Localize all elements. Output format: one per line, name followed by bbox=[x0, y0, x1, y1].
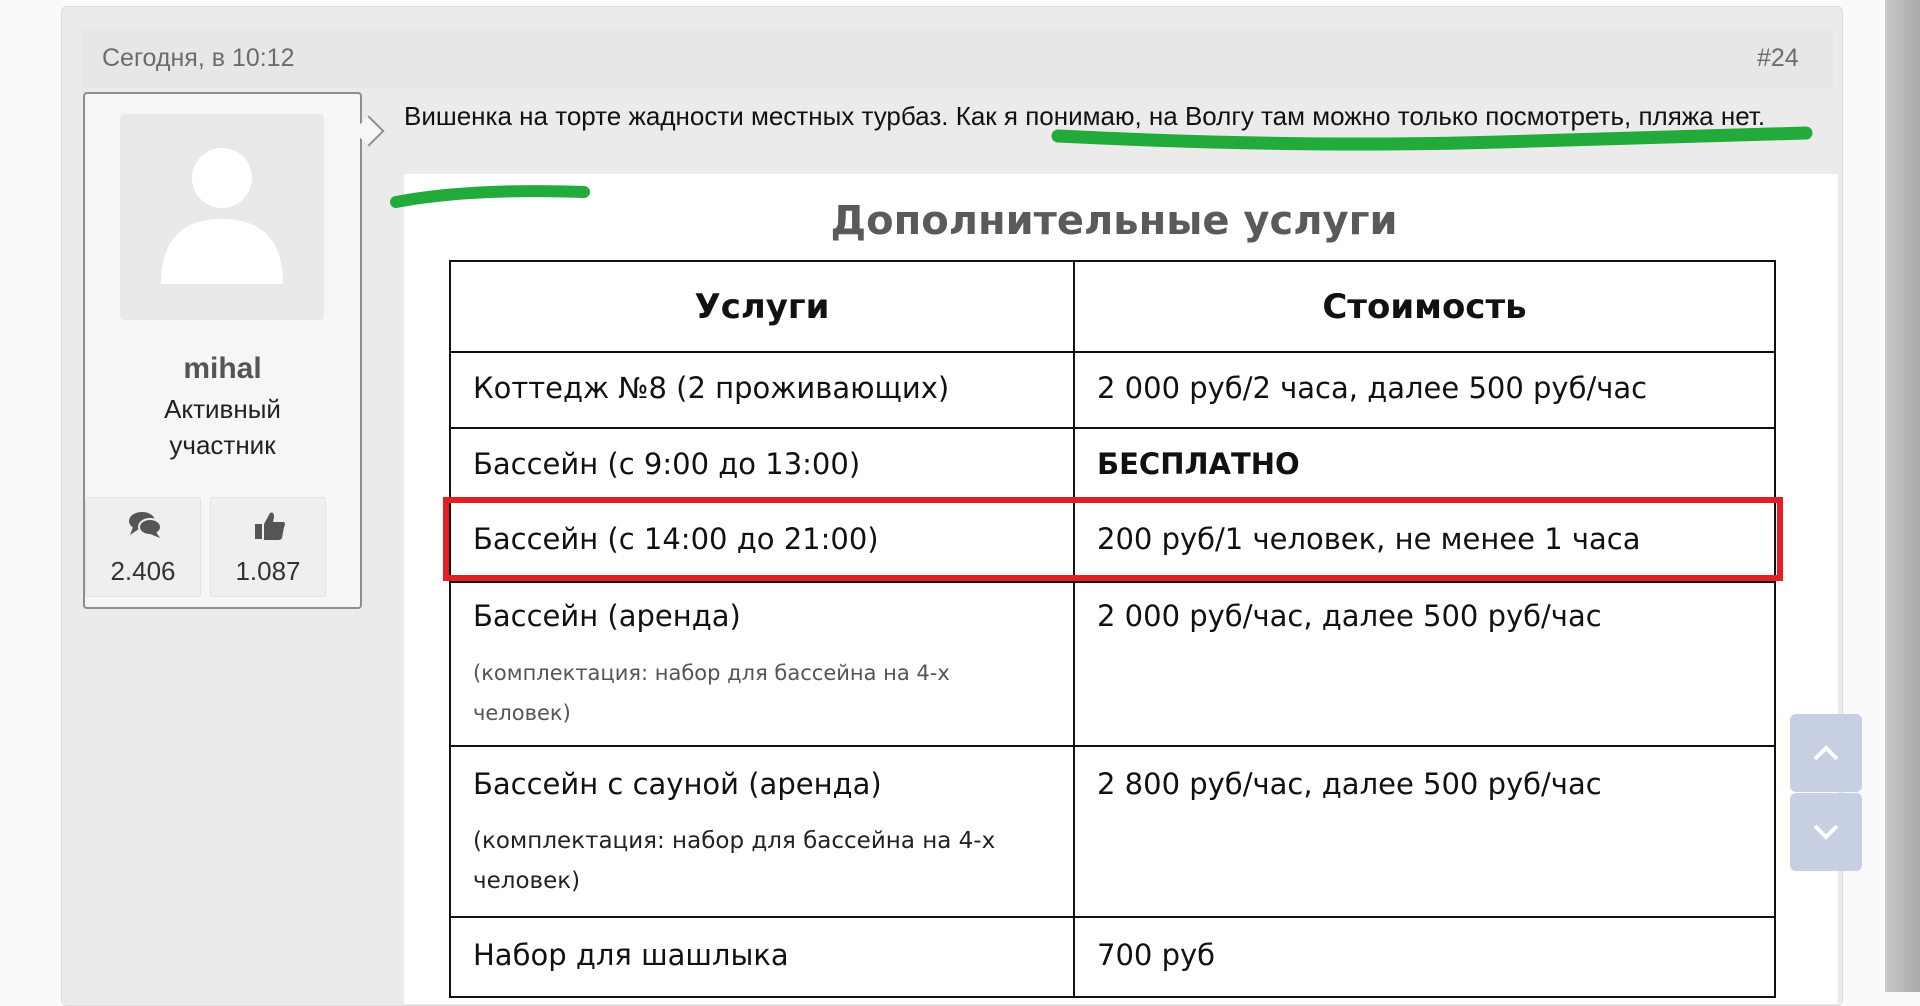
service-cell: Бассейн с сауной (аренда) (комплектация: … bbox=[449, 745, 1075, 918]
service-note: (комплектация: набор для бассейна на 4-х… bbox=[473, 828, 996, 894]
post-header bbox=[83, 30, 1833, 88]
red-highlight-box bbox=[443, 497, 1783, 581]
price-cell: 700 руб bbox=[1073, 916, 1776, 998]
attached-image[interactable]: Дополнительные услуги Услуги Стоимость К… bbox=[404, 174, 1838, 1004]
page-edge bbox=[1885, 0, 1920, 992]
service-cell: Бассейн (аренда) (комплектация: набор для… bbox=[449, 581, 1075, 747]
likes-count: 1.087 bbox=[235, 556, 301, 586]
thumbs-up-icon bbox=[255, 512, 285, 540]
chevron-down-icon bbox=[1813, 824, 1839, 840]
table-row: Бассейн (аренда) (комплектация: набор для… bbox=[449, 581, 1776, 747]
table-row: Бассейн с сауной (аренда) (комплектация: … bbox=[449, 745, 1776, 918]
price-cell: 2 800 руб/час, далее 500 руб/час bbox=[1073, 745, 1776, 918]
service-name: Бассейн (аренда) bbox=[473, 599, 741, 633]
header-services: Услуги bbox=[449, 260, 1075, 353]
table-row: Коттедж №8 (2 проживающих) 2 000 руб/2 ч… bbox=[449, 351, 1776, 429]
user-role: Активный участник bbox=[85, 391, 360, 463]
service-cell: Коттедж №8 (2 проживающих) bbox=[449, 351, 1075, 429]
messages-count: 2.406 bbox=[110, 556, 176, 586]
price-cell: 2 000 руб/2 часа, далее 500 руб/час bbox=[1073, 351, 1776, 429]
chevron-up-icon bbox=[1813, 745, 1839, 761]
service-cell: Бассейн (с 14:00 до 21:00) bbox=[449, 500, 1075, 583]
service-cell: Набор для шашлыка bbox=[449, 916, 1075, 998]
post-message: Вишенка на торте жадности местных турбаз… bbox=[404, 101, 1766, 131]
service-note: (комплектация: набор для бассейна на 4-х… bbox=[473, 661, 950, 725]
table-header: Услуги Стоимость bbox=[449, 260, 1776, 353]
messages-stat[interactable]: 2.406 bbox=[85, 497, 201, 597]
post-timestamp[interactable]: Сегодня, в 10:12 bbox=[102, 44, 295, 72]
likes-stat[interactable]: 1.087 bbox=[210, 497, 326, 597]
scroll-down-button[interactable] bbox=[1790, 793, 1862, 871]
post-number[interactable]: #24 bbox=[1757, 44, 1799, 72]
header-price: Стоимость bbox=[1073, 260, 1776, 353]
username[interactable]: mihal bbox=[183, 352, 262, 385]
table-row: Набор для шашлыка 700 руб bbox=[449, 916, 1776, 998]
scroll-up-button[interactable] bbox=[1790, 714, 1862, 792]
services-table: Услуги Стоимость Коттедж №8 (2 проживающ… bbox=[449, 260, 1776, 998]
price-cell: БЕСПЛАТНО bbox=[1073, 427, 1776, 502]
price-cell: 2 000 руб/час, далее 500 руб/час bbox=[1073, 581, 1776, 747]
comments-icon bbox=[129, 512, 162, 538]
table-row: Бассейн (с 9:00 до 13:00) БЕСПЛАТНО bbox=[449, 427, 1776, 502]
user-info: mihal Активный участник 2.406 1.087 bbox=[83, 92, 362, 609]
image-title: Дополнительные услуги bbox=[830, 198, 1398, 244]
service-cell: Бассейн (с 9:00 до 13:00) bbox=[449, 427, 1075, 502]
service-name: Бассейн с сауной (аренда) bbox=[473, 767, 882, 801]
avatar[interactable] bbox=[120, 114, 324, 320]
user-placeholder-icon bbox=[161, 148, 283, 284]
user-role-text: Активный участник bbox=[164, 394, 281, 460]
